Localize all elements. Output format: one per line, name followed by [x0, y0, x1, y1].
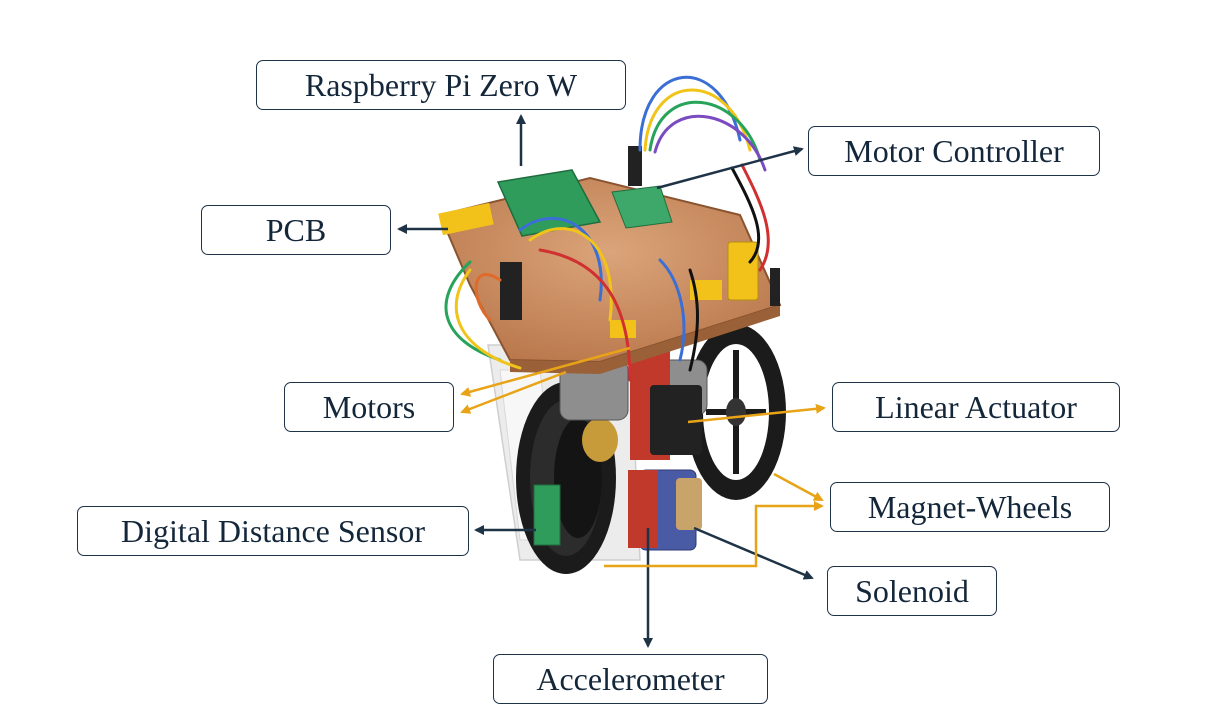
motor-controller-board — [611, 185, 673, 229]
label-magnet-wheels: Magnet-Wheels — [830, 482, 1110, 532]
label-accelerometer-text: Accelerometer — [536, 661, 725, 697]
label-raspberry-pi-text: Raspberry Pi Zero W — [304, 67, 578, 103]
arrow-motor-controller — [656, 146, 804, 190]
label-motors-text: Motors — [322, 389, 416, 425]
solenoid-coil — [676, 478, 702, 530]
right-wheel — [686, 324, 786, 500]
label-pcb-text: PCB — [265, 212, 327, 248]
arrow-solenoid — [693, 526, 814, 580]
label-raspberry-pi: Raspberry Pi Zero W — [256, 60, 626, 110]
robot-photo — [438, 75, 786, 574]
label-motor-controller-text: Motor Controller — [844, 133, 1064, 169]
arrow-motors-1 — [460, 346, 631, 397]
label-motor-controller: Motor Controller — [808, 126, 1100, 176]
label-accelerometer: Accelerometer — [493, 654, 768, 704]
label-pcb: PCB — [201, 205, 391, 255]
raspberry-pi-board — [496, 169, 602, 237]
distance-sensor — [533, 484, 561, 546]
arrow-motors-2 — [460, 370, 567, 414]
label-magnet-wheels-text: Magnet-Wheels — [867, 489, 1073, 525]
solenoid-bracket — [628, 470, 658, 548]
arrow-linear-actuator — [687, 403, 826, 424]
label-digital-distance-sensor: Digital Distance Sensor — [77, 506, 469, 556]
gear — [582, 418, 618, 462]
label-digital-distance-sensor-text: Digital Distance Sensor — [121, 513, 425, 549]
arrow-magnet-wheels-2 — [604, 501, 824, 568]
label-motors: Motors — [284, 382, 454, 432]
label-linear-actuator-text: Linear Actuator — [875, 389, 1077, 425]
leader-lines-orange — [460, 346, 826, 568]
leader-lines-navy — [397, 114, 814, 648]
linear-actuator — [650, 385, 702, 455]
label-solenoid-text: Solenoid — [855, 573, 969, 609]
label-solenoid: Solenoid — [827, 566, 997, 616]
label-linear-actuator: Linear Actuator — [832, 382, 1120, 432]
arrow-magnet-wheels-1 — [773, 472, 824, 502]
